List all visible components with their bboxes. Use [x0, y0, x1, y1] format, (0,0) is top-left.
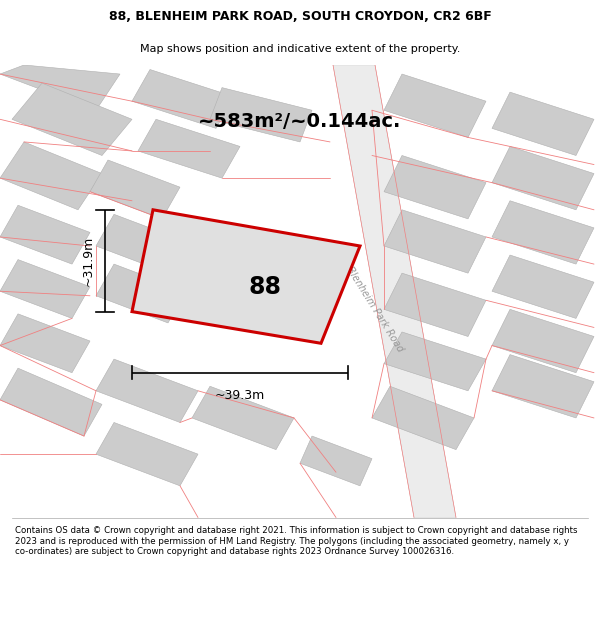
Text: ~39.3m: ~39.3m — [215, 389, 265, 401]
Polygon shape — [132, 69, 234, 128]
Polygon shape — [492, 92, 594, 156]
Polygon shape — [0, 142, 102, 210]
Polygon shape — [492, 146, 594, 210]
Text: 88, BLENHEIM PARK ROAD, SOUTH CROYDON, CR2 6BF: 88, BLENHEIM PARK ROAD, SOUTH CROYDON, C… — [109, 10, 491, 22]
Text: Contains OS data © Crown copyright and database right 2021. This information is : Contains OS data © Crown copyright and d… — [15, 526, 577, 556]
Polygon shape — [0, 205, 90, 264]
Polygon shape — [384, 332, 486, 391]
Text: Blenheim Park Road: Blenheim Park Road — [344, 265, 406, 354]
Polygon shape — [138, 119, 240, 178]
Polygon shape — [96, 264, 186, 323]
Polygon shape — [96, 422, 198, 486]
Polygon shape — [96, 359, 198, 423]
Polygon shape — [0, 368, 102, 436]
Polygon shape — [492, 255, 594, 318]
Polygon shape — [384, 74, 486, 138]
Polygon shape — [0, 65, 120, 110]
Text: ~31.9m: ~31.9m — [81, 236, 94, 286]
Polygon shape — [132, 210, 360, 343]
Polygon shape — [384, 156, 486, 219]
Text: 88: 88 — [249, 275, 282, 299]
Polygon shape — [492, 201, 594, 264]
Polygon shape — [384, 210, 486, 273]
Polygon shape — [90, 160, 180, 219]
Polygon shape — [192, 386, 294, 449]
Polygon shape — [240, 246, 312, 291]
Polygon shape — [372, 386, 474, 449]
Text: Map shows position and indicative extent of the property.: Map shows position and indicative extent… — [140, 44, 460, 54]
Polygon shape — [492, 309, 594, 372]
Polygon shape — [384, 273, 486, 336]
Polygon shape — [210, 88, 312, 142]
Polygon shape — [168, 219, 240, 264]
Polygon shape — [174, 273, 252, 318]
Polygon shape — [0, 259, 90, 318]
Polygon shape — [12, 83, 132, 156]
Polygon shape — [300, 436, 372, 486]
Polygon shape — [0, 314, 90, 372]
Polygon shape — [96, 214, 186, 273]
Text: ~583m²/~0.144ac.: ~583m²/~0.144ac. — [199, 112, 401, 131]
Polygon shape — [333, 65, 456, 518]
Polygon shape — [492, 354, 594, 418]
